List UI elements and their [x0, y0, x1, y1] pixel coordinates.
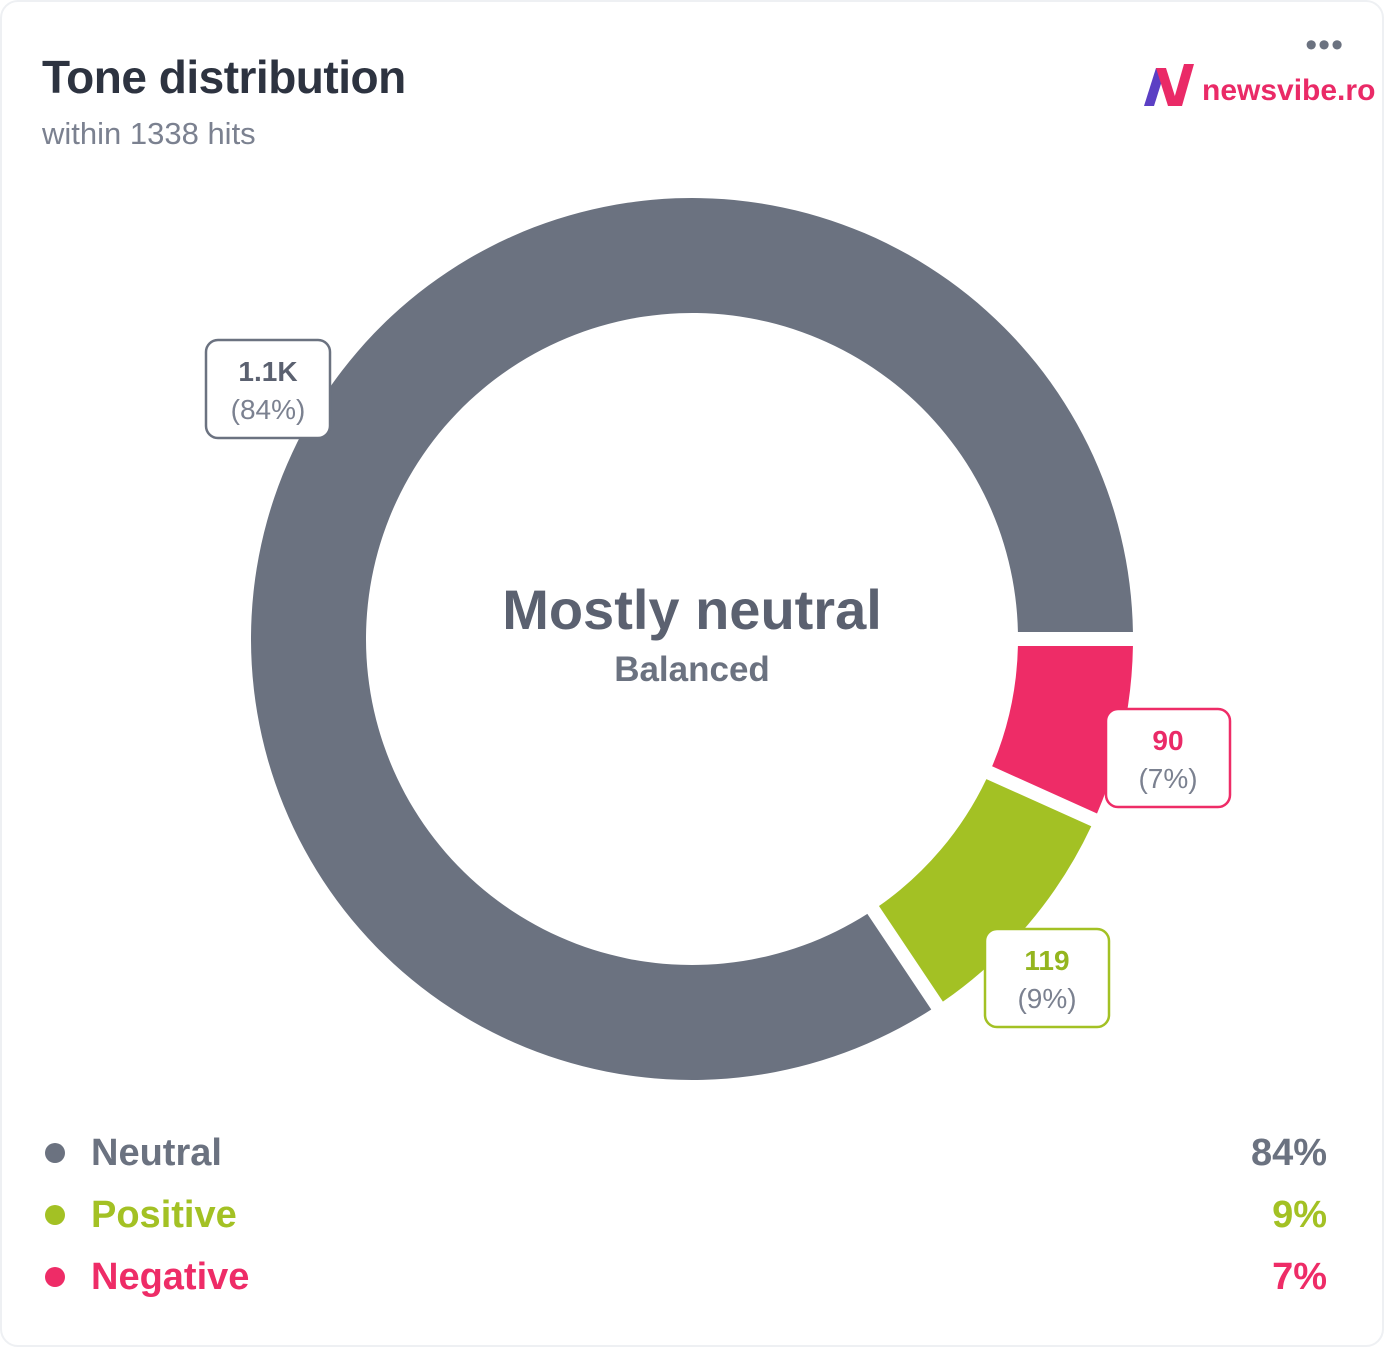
data-label-box: [1104, 707, 1232, 809]
data-label-value: 119: [1024, 945, 1069, 976]
newsvibe-n-logo-icon: [1144, 64, 1194, 106]
legend-dot-positive: [45, 1205, 65, 1225]
card-title: Tone distribution: [42, 51, 406, 103]
data-label-value: 90: [1152, 725, 1183, 756]
tone-donut-chart: Mostly neutral Balanced 1.1K (84%) 90 (7%) 119…: [204, 197, 1232, 1080]
center-title: Mostly neutral: [502, 578, 882, 641]
legend-label: Positive: [91, 1193, 237, 1236]
brand-name: newsvibe.ro: [1202, 74, 1376, 107]
legend-percent: 84%: [1250, 1131, 1327, 1174]
legend-percent: 9%: [1272, 1193, 1327, 1236]
legend-label: Neutral: [91, 1131, 222, 1174]
slice-positive[interactable]: [878, 779, 1092, 1002]
legend-item-neutral[interactable]: Neutral 84%: [42, 1122, 1327, 1184]
legend-item-negative[interactable]: Negative 7%: [42, 1246, 1327, 1308]
newsvibe-logo: newsvibe.ro: [1142, 58, 1375, 110]
chart-legend: Neutral 84% Positive 9% Negative 7%: [42, 1122, 1327, 1308]
data-label-box: [204, 338, 332, 440]
data-label-positive: 119 (9%): [983, 927, 1111, 1029]
legend-dot-neutral: [45, 1143, 65, 1163]
more-options-icon[interactable]: •••: [1305, 26, 1344, 64]
data-label-percent: (9%): [1017, 983, 1076, 1014]
center-subtitle: Balanced: [614, 650, 770, 689]
data-label-box: [983, 927, 1111, 1029]
data-label-value: 1.1K: [238, 356, 297, 387]
data-label-neutral: 1.1K (84%): [204, 338, 332, 440]
data-label-percent: (7%): [1138, 763, 1197, 794]
slice-negative[interactable]: [992, 645, 1133, 814]
legend-item-positive[interactable]: Positive 9%: [42, 1184, 1327, 1246]
legend-dot-negative: [45, 1267, 65, 1287]
card-subtitle: within 1338 hits: [42, 116, 256, 151]
data-label-percent: (84%): [231, 394, 306, 425]
legend-label: Negative: [91, 1255, 250, 1298]
data-label-negative: 90 (7%): [1104, 707, 1232, 809]
legend-percent: 7%: [1272, 1255, 1327, 1298]
